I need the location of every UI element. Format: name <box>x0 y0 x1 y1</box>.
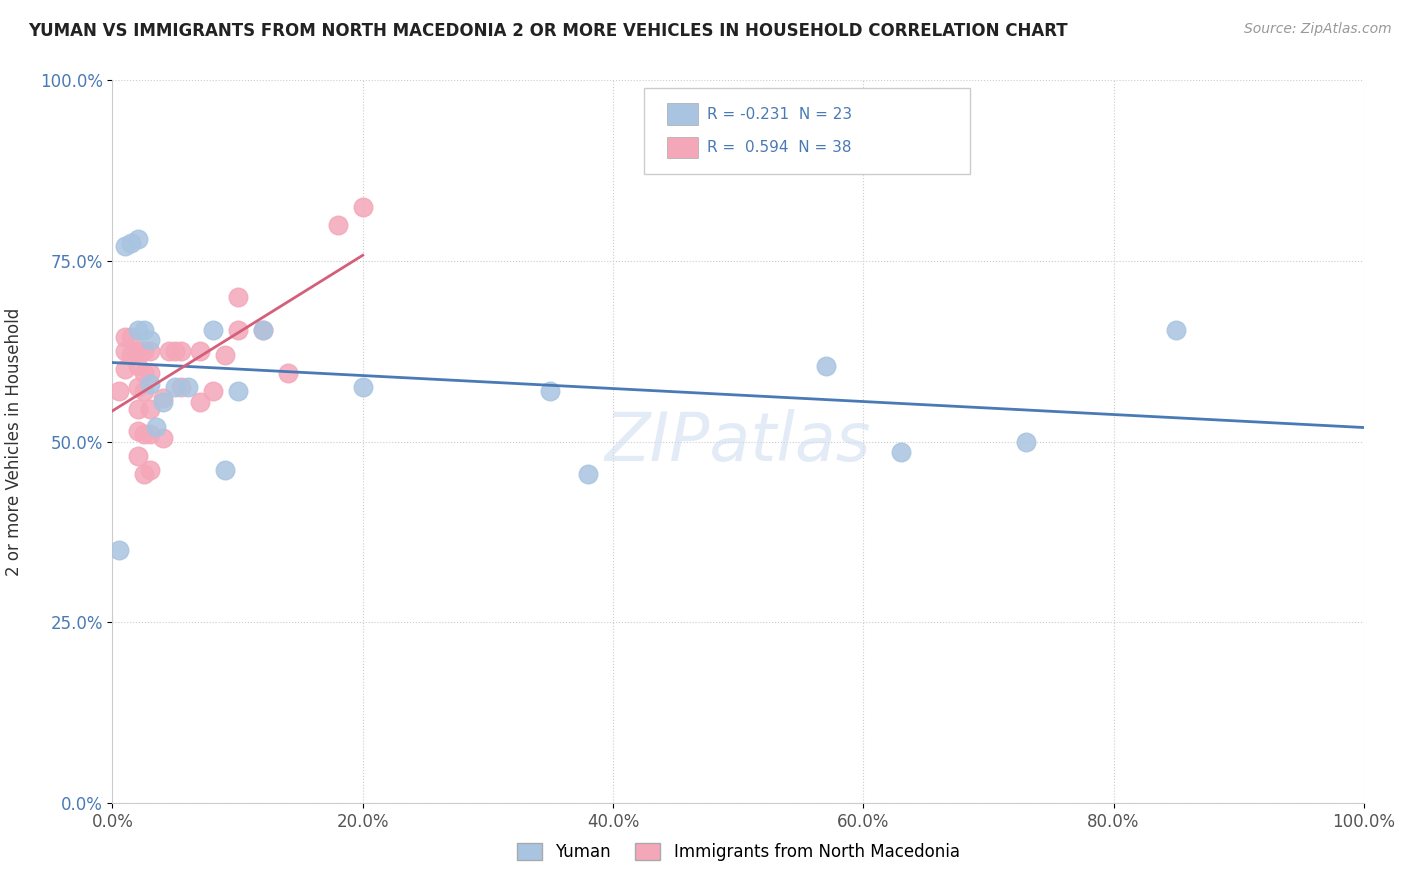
Text: YUMAN VS IMMIGRANTS FROM NORTH MACEDONIA 2 OR MORE VEHICLES IN HOUSEHOLD CORRELA: YUMAN VS IMMIGRANTS FROM NORTH MACEDONIA… <box>28 22 1067 40</box>
Y-axis label: 2 or more Vehicles in Household: 2 or more Vehicles in Household <box>6 308 22 575</box>
Point <box>352 380 374 394</box>
Text: ZIPatlas: ZIPatlas <box>605 409 872 475</box>
Point <box>120 330 142 344</box>
Text: Source: ZipAtlas.com: Source: ZipAtlas.com <box>1244 22 1392 37</box>
FancyBboxPatch shape <box>666 103 699 125</box>
Point <box>139 402 162 417</box>
Point <box>201 322 224 336</box>
Point <box>170 344 193 359</box>
Point <box>214 463 236 477</box>
Point <box>890 445 912 459</box>
Point <box>214 348 236 362</box>
Point <box>1164 322 1187 336</box>
Point <box>114 330 136 344</box>
Text: R = -0.231  N = 23: R = -0.231 N = 23 <box>707 107 852 121</box>
Point <box>139 344 162 359</box>
Point <box>226 384 249 398</box>
Point <box>277 366 299 380</box>
Point <box>127 232 149 246</box>
Point <box>132 467 155 481</box>
Point <box>163 380 186 394</box>
Point <box>352 200 374 214</box>
Point <box>538 384 561 398</box>
Point <box>132 322 155 336</box>
Point <box>139 334 162 348</box>
Point <box>107 542 129 557</box>
Point <box>127 402 149 417</box>
Point <box>120 235 142 250</box>
Point <box>127 424 149 438</box>
Point <box>139 427 162 442</box>
Point <box>152 394 174 409</box>
FancyBboxPatch shape <box>666 136 699 158</box>
Point <box>226 322 249 336</box>
Point <box>114 239 136 253</box>
Legend: Yuman, Immigrants from North Macedonia: Yuman, Immigrants from North Macedonia <box>510 837 966 868</box>
Point <box>120 348 142 362</box>
Point <box>145 420 167 434</box>
Point <box>152 431 174 445</box>
Text: R =  0.594  N = 38: R = 0.594 N = 38 <box>707 140 852 155</box>
Point <box>127 449 149 463</box>
Point <box>107 384 129 398</box>
Point <box>326 218 349 232</box>
Point <box>814 359 837 373</box>
Point <box>127 344 149 359</box>
Point <box>252 322 274 336</box>
FancyBboxPatch shape <box>644 87 970 174</box>
Point <box>576 467 599 481</box>
Point <box>127 322 149 336</box>
Point <box>114 362 136 376</box>
Point <box>139 376 162 391</box>
Point <box>127 380 149 394</box>
Point <box>139 463 162 477</box>
Point <box>252 322 274 336</box>
Point <box>132 366 155 380</box>
Point <box>127 359 149 373</box>
Point <box>188 344 211 359</box>
Point <box>176 380 198 394</box>
Point <box>201 384 224 398</box>
Point <box>226 290 249 304</box>
Point <box>157 344 180 359</box>
Point <box>163 344 186 359</box>
Point <box>188 394 211 409</box>
Point <box>132 344 155 359</box>
Point <box>114 344 136 359</box>
Point <box>152 391 174 405</box>
Point <box>132 384 155 398</box>
Point <box>170 380 193 394</box>
Point <box>139 366 162 380</box>
Point <box>132 427 155 442</box>
Point <box>1015 434 1038 449</box>
